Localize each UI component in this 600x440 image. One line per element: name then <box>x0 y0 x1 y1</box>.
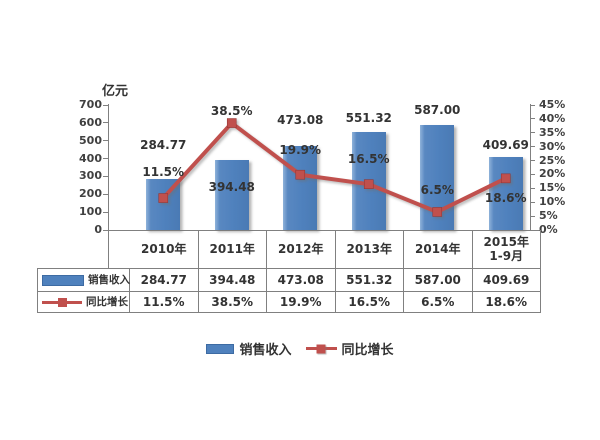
right-axis-ticklabel-20%: 20% <box>539 167 566 181</box>
left-axis-ticklabel-100: 100 <box>79 205 102 219</box>
right-axis-ticklabel-25%: 25% <box>539 153 566 167</box>
table-bar-swatch-icon <box>42 274 84 286</box>
bar-2011年 <box>214 159 249 230</box>
right-axis-line <box>530 104 531 231</box>
right-axis-tick-45% <box>530 104 535 106</box>
right-axis-tick-5% <box>530 215 535 217</box>
table-cell-1-5: 18.6% <box>473 292 541 312</box>
right-axis-tick-30% <box>530 146 535 148</box>
legend-item-sales: 销售收入 <box>206 339 292 358</box>
right-axis-tick-20% <box>530 173 535 175</box>
growth-value-label-5: 18.6% <box>484 191 527 205</box>
bar-2012年 <box>283 145 318 230</box>
table-cell-0-0: 284.77 <box>130 269 199 291</box>
right-axis-ticklabel-45%: 45% <box>539 98 566 111</box>
x-axis-line <box>108 230 541 231</box>
table-cell-0-1: 394.48 <box>199 269 267 291</box>
right-axis-ticklabel-0%: 0% <box>539 223 558 236</box>
right-axis-tick-0% <box>530 229 535 231</box>
line-marker-0 <box>158 193 169 203</box>
table-cell-0-4: 587.00 <box>404 269 473 291</box>
left-axis-tick-400 <box>103 158 108 160</box>
bar-2015年 <box>488 156 523 230</box>
left-axis-tick-600 <box>103 122 108 124</box>
left-axis-tick-0 <box>103 229 108 231</box>
category-header-2013年: 2013年 <box>336 230 404 268</box>
right-axis-tick-40% <box>530 118 535 120</box>
line-marker-3 <box>363 179 374 189</box>
growth-value-label-1: 38.5% <box>210 104 253 118</box>
category-header-2010年: 2010年 <box>109 230 199 268</box>
left-axis-tick-100 <box>103 211 108 213</box>
left-axis-ticklabel-600: 600 <box>79 115 102 129</box>
line-marker-5 <box>500 173 511 184</box>
left-axis-tick-200 <box>103 193 108 195</box>
left-axis-ticklabel-500: 500 <box>79 133 102 147</box>
legend-item-growth: 同比增长 <box>305 339 394 358</box>
table-legend-cell-同比增长: 同比增长 <box>38 292 130 312</box>
line-marker-2 <box>295 169 306 180</box>
left-axis-ticklabel-200: 200 <box>79 187 102 201</box>
table-row-sales: 销售收入 284.77 394.48 473.08 551.32 587.00 409.69 <box>37 268 541 291</box>
table-line-swatch-square <box>58 297 67 307</box>
right-axis-tick-10% <box>530 201 535 203</box>
line-marker-4 <box>432 207 443 217</box>
legend-label-growth: 同比增长 <box>341 343 394 358</box>
left-axis-ticklabel-300: 300 <box>79 169 102 183</box>
table-cell-1-4: 6.5% <box>404 292 473 312</box>
right-axis-ticklabel-5%: 5% <box>539 209 558 223</box>
table-series-name-0: 销售收入 <box>88 274 130 286</box>
table-cell-1-3: 16.5% <box>336 292 404 312</box>
category-header-2014年: 2014年 <box>404 230 473 268</box>
right-axis-tick-25% <box>530 160 535 162</box>
table-cell-1-0: 11.5% <box>130 292 199 312</box>
growth-value-label-4: 6.5% <box>420 183 454 197</box>
table-cell-1-2: 19.9% <box>267 292 336 312</box>
growth-value-label-3: 16.5% <box>347 152 390 166</box>
right-axis-ticklabel-15%: 15% <box>539 181 566 195</box>
growth-value-label-2: 19.9% <box>279 143 322 157</box>
left-axis-tick-700 <box>103 104 108 106</box>
right-axis-tick-15% <box>530 187 535 189</box>
right-axis-ticklabel-35%: 35% <box>539 125 566 139</box>
category-header-2011年: 2011年 <box>199 230 267 268</box>
growth-value-label-0: 11.5% <box>142 165 185 179</box>
growth-line-series <box>158 118 511 217</box>
table-cell-0-2: 473.08 <box>267 269 336 291</box>
growth-line <box>161 120 507 215</box>
bar-value-label-1: 394.48 <box>208 180 255 194</box>
bar-value-label-5: 409.69 <box>482 138 529 152</box>
bar-value-label-4: 587.00 <box>414 103 461 117</box>
left-axis-ticklabel-0: 0 <box>94 223 102 236</box>
table-legend-cell-销售收入: 销售收入 <box>38 269 130 291</box>
category-header-2015年: 2015年 1-9月 <box>473 230 541 268</box>
left-axis-tick-300 <box>103 175 108 177</box>
bar-value-label-3: 551.32 <box>345 111 392 125</box>
chart-legend: 销售收入 同比增长 <box>0 339 600 358</box>
legend-bar-swatch-icon <box>206 343 235 354</box>
right-axis-ticklabel-30%: 30% <box>539 139 566 153</box>
table-row-growth: 同比增长 11.5% 38.5% 19.9% 16.5% 6.5% 18.6% <box>37 291 541 313</box>
right-axis-ticklabel-40%: 40% <box>539 111 566 125</box>
left-axis-line <box>108 104 109 231</box>
table-cell-0-3: 551.32 <box>336 269 404 291</box>
right-axis-ticklabel-10%: 10% <box>539 195 566 209</box>
table-series-name-1: 同比增长 <box>86 296 128 308</box>
right-axis-tick-35% <box>530 132 535 134</box>
table-cell-0-5: 409.69 <box>473 269 541 291</box>
left-axis-unit-label: 亿元 <box>102 84 129 99</box>
bar-value-label-2: 473.08 <box>277 113 324 127</box>
category-header-2012年: 2012年 <box>267 230 336 268</box>
table-line-swatch-icon <box>42 297 82 308</box>
left-axis-ticklabel-400: 400 <box>79 151 102 165</box>
line-marker-1 <box>226 118 237 128</box>
left-axis-ticklabel-700: 700 <box>79 98 102 111</box>
bar-value-label-0: 284.77 <box>140 138 187 152</box>
legend-label-sales: 销售收入 <box>239 343 292 358</box>
left-axis-tick-500 <box>103 140 108 142</box>
category-header-row: 2010年 2011年 2012年 2013年 2014年 2015年 1-9月 <box>108 230 541 268</box>
legend-line-swatch-icon <box>305 343 337 354</box>
table-cell-1-1: 38.5% <box>199 292 267 312</box>
